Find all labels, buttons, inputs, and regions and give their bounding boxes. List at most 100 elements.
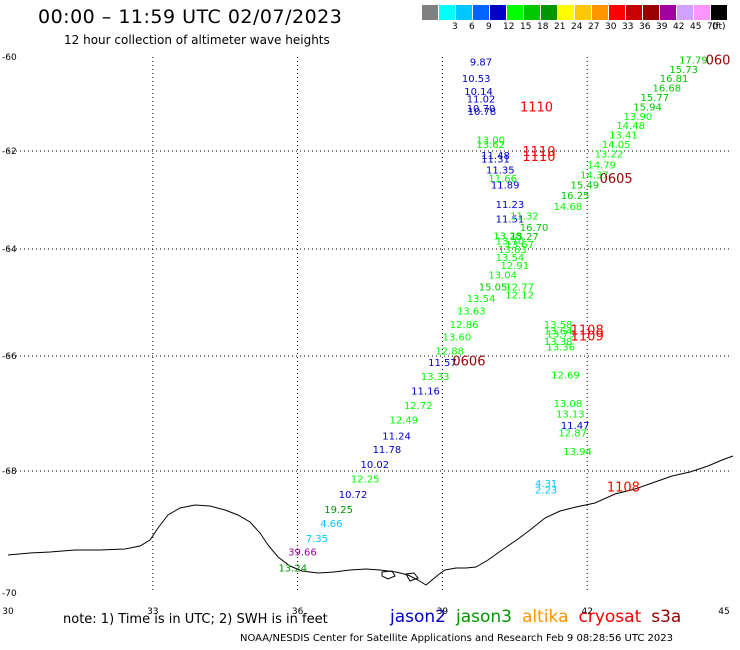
latitude-label: -60: [2, 53, 17, 63]
wave-height-value: 14.79: [587, 161, 616, 172]
wave-height-value: 11.47: [561, 421, 590, 432]
wave-height-value: 17.79: [679, 55, 708, 66]
legend-label: 18: [537, 22, 549, 32]
wave-height-value: 13.63: [498, 245, 527, 256]
legend-swatch: [456, 5, 472, 20]
wave-height-value: 14.37: [580, 171, 609, 182]
page-subtitle: 12 hour collection of altimeter wave hei…: [64, 33, 330, 47]
wave-height-value: 10.70: [467, 104, 496, 115]
wave-height-value: 12.49: [389, 415, 418, 426]
wave-height-value: 12.72: [404, 401, 433, 412]
wave-height-value: 13.04: [488, 271, 517, 282]
wave-height-value: 11.31: [481, 154, 510, 165]
time-label: 0606: [452, 355, 485, 370]
wave-height-value: 15.77: [640, 93, 669, 104]
island-2: [405, 572, 419, 582]
time-label: 1108: [571, 323, 604, 338]
legend-swatch: [609, 5, 625, 20]
wave-height-value: 13.41: [609, 131, 638, 142]
satellite-legend: jason2 jason3 altika cryosat s3a: [390, 607, 691, 627]
wave-height-value: 13.36: [546, 342, 575, 353]
axis-labels: 30 33 36 39 42 45 -60 -62 -64 -66 -68 -70: [2, 53, 730, 617]
wave-height-value: 11.66: [488, 174, 517, 185]
legend-label: 27: [588, 22, 600, 32]
legend-label: 33: [622, 22, 634, 32]
wave-height-value: 15.49: [570, 180, 599, 191]
wave-height-value: 12.86: [450, 320, 479, 331]
wave-height-value: 11.51: [496, 215, 525, 226]
legend-swatch: [660, 5, 676, 20]
legend-label: 12: [503, 22, 515, 32]
wave-height-value: 7.35: [306, 534, 328, 545]
wave-height-value: 10.78: [468, 107, 497, 118]
wave-height-value: 39.66: [288, 548, 317, 559]
page-title: 00:00 – 11:59 UTC 02/07/2023: [38, 6, 343, 28]
observation-layer: 9.8710.5310.1411.0210.7010.7813.0013.621…: [278, 55, 707, 574]
legend-swatch: [711, 5, 727, 20]
wave-height-value: 11.48: [481, 151, 510, 162]
latitude-label: -70: [2, 589, 17, 599]
wave-height-value: 11.78: [373, 445, 402, 456]
wave-height-value: 13.13: [556, 410, 585, 421]
wave-height-value: 16.81: [660, 74, 689, 85]
wave-height-value: 10.14: [464, 87, 493, 98]
legend-swatch: [524, 5, 540, 20]
wave-height-value: 12.91: [500, 261, 529, 272]
longitude-label: 42: [581, 607, 592, 617]
wave-height-value: 11.35: [486, 166, 515, 177]
legend-label: 21: [554, 22, 566, 32]
legend-swatch: [626, 5, 642, 20]
wave-height-value: 15.73: [669, 65, 698, 76]
satellite-altika: altika: [522, 607, 569, 627]
satellite-jason2: jason2: [390, 607, 446, 627]
wave-height-value: 12.77: [505, 282, 534, 293]
wave-height-value: 13.67: [505, 240, 534, 251]
wave-height-value: 11.24: [382, 431, 411, 442]
time-label: 1110: [520, 100, 553, 115]
legend-label: 45: [690, 22, 702, 32]
legend-label: 24: [571, 22, 583, 32]
latitude-label: -68: [2, 467, 17, 477]
wave-height-value: 12.25: [351, 474, 380, 485]
legend-swatch: [575, 5, 591, 20]
footnote: note: 1) Time is in UTC; 2) SWH is in fe…: [63, 612, 328, 627]
longitude-label: 33: [147, 607, 158, 617]
latitude-label: -62: [2, 147, 17, 157]
wave-height-value: 15.27: [510, 232, 539, 243]
legend-swatch: [677, 5, 693, 20]
wave-height-value: 12.88: [435, 347, 464, 358]
wave-height-value: 12.87: [558, 428, 587, 439]
longitude-label: 36: [292, 607, 304, 617]
wave-height-value: 13.38: [544, 337, 573, 348]
wave-height-value: 16.25: [561, 191, 590, 202]
wave-height-value: 15.05: [479, 282, 508, 293]
legend-swatch: [592, 5, 608, 20]
wave-height-value: 10.02: [361, 460, 390, 471]
legend-label: 6: [469, 22, 475, 32]
wave-height-value: 4.66: [320, 519, 342, 530]
wave-height-value: 13.24: [278, 563, 307, 574]
longitude-label: 39: [437, 607, 449, 617]
legend-label: 15: [520, 22, 532, 32]
time-label: 1110: [522, 145, 555, 160]
wave-height-value: 14.05: [602, 140, 631, 151]
legend-label: 36: [639, 22, 651, 32]
wave-height-value: 13.54: [467, 294, 496, 305]
island-1: [381, 570, 396, 580]
legend-unit: (ft): [712, 22, 726, 32]
wave-height-value: 13.08: [554, 399, 583, 410]
wave-height-value: 4.31: [535, 479, 557, 490]
time-label: 0605: [600, 172, 633, 187]
wave-height-value: 11.57: [428, 358, 457, 369]
wave-height-value: 13.33: [421, 372, 450, 383]
legend-swatch: [473, 5, 489, 20]
wave-height-value: 13.60: [443, 333, 472, 344]
legend-swatch: [558, 5, 574, 20]
wave-height-value: 9.87: [470, 58, 492, 69]
legend-swatch: [439, 5, 455, 20]
time-label: 1109: [571, 330, 604, 345]
legend-swatch: [541, 5, 557, 20]
wave-height-value: 19.25: [324, 505, 353, 516]
wave-height-value: 13.58: [544, 320, 573, 331]
